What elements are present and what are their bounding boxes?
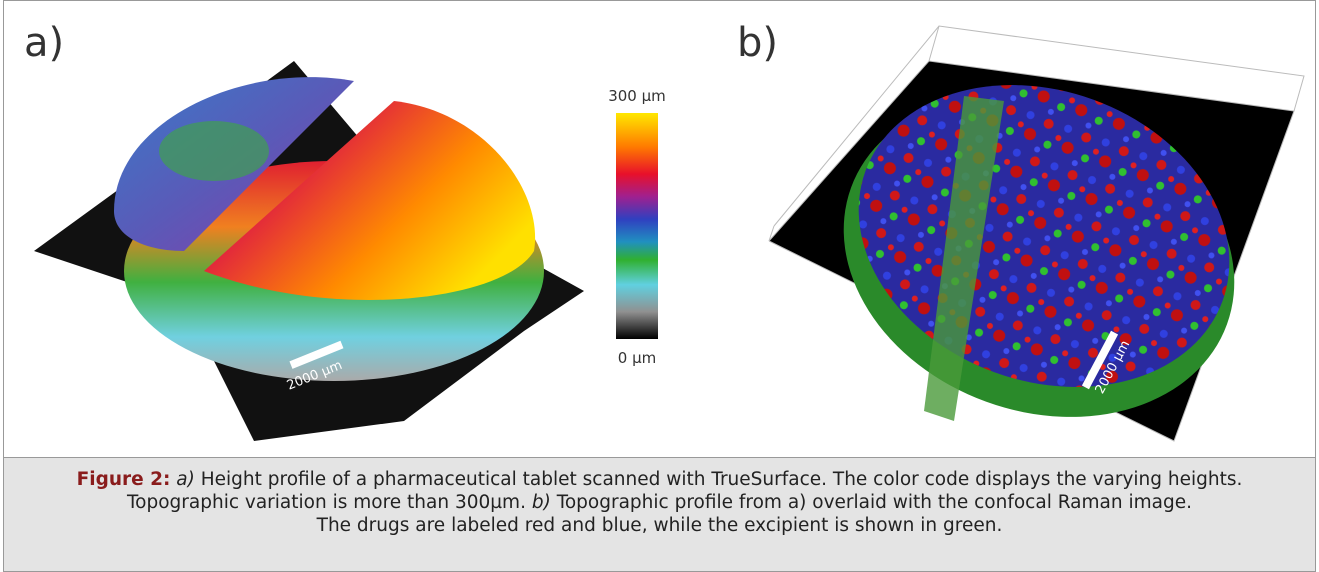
caption: Figure 2: a) Height profile of a pharmac… [4,457,1315,571]
caption-text: Topographic profile from a) overlaid wit… [557,492,1192,513]
caption-line: The drugs are labeled red and blue, whil… [4,514,1315,537]
caption-text: Topographic variation is more than 300µm… [127,492,526,513]
colorbar [616,113,658,339]
panel-marker: a) [176,469,195,490]
figure: a) b) 2000 µm 300 µm 0 µm 2000 µm Figure… [3,0,1316,572]
caption-line: Topographic variation is more than 300µm… [4,491,1315,514]
colorbar-max: 300 µm [608,87,666,105]
panel-label: a) [24,20,64,66]
panel-label: b) [737,20,778,66]
figure-label: Figure 2: [77,469,171,490]
panel-marker: b) [532,492,551,513]
colorbar-min: 0 µm [618,349,656,367]
figure-images: a) b) 2000 µm 300 µm 0 µm 2000 µm [4,1,1315,457]
caption-text: The drugs are labeled red and blue, whil… [317,515,1003,536]
tablet-patch [159,121,269,181]
caption-line: Figure 2: a) Height profile of a pharmac… [4,468,1315,491]
caption-text: Height profile of a pharmaceutical table… [201,469,1243,490]
raman-overlay [816,35,1272,437]
bounding-box [929,26,939,61]
